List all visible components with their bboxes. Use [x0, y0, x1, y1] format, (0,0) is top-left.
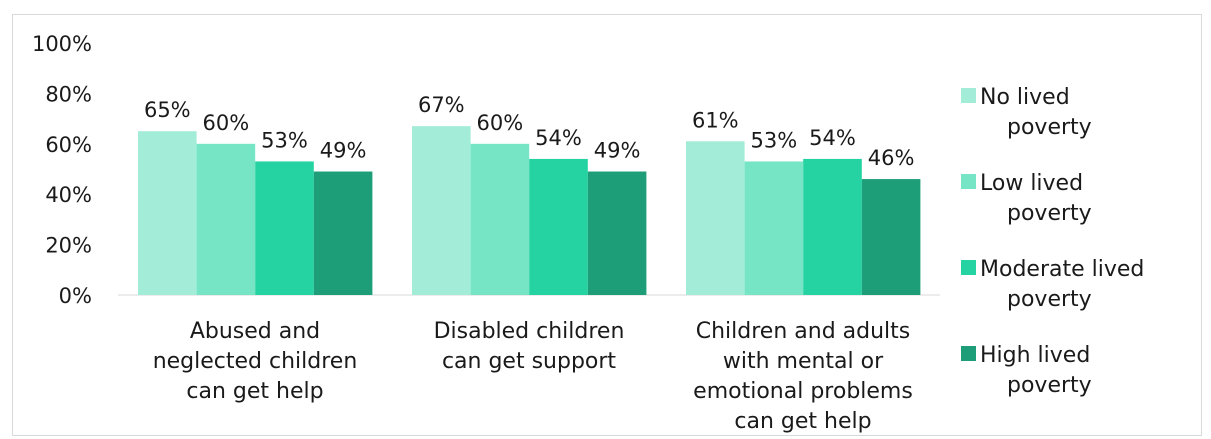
data-label: 53%: [261, 128, 308, 152]
data-label: 54%: [809, 126, 856, 150]
data-label: 65%: [144, 98, 191, 122]
bar: [313, 171, 373, 295]
bars: [138, 126, 921, 295]
data-labels: 65% 60% 53% 49% 67% 60% 54% 49% 61% 53% 54% 46%: [144, 93, 914, 170]
bar: [138, 131, 197, 295]
x-axis: Abused and neglected children can get help…: [153, 319, 913, 434]
data-label: 46%: [868, 146, 915, 170]
bar: [470, 143, 530, 295]
legend-label: Moderate lived poverty: [980, 257, 1144, 312]
y-axis: 0% 20% 40% 60% 80% 100%: [32, 32, 92, 308]
bar: [587, 171, 647, 295]
bar: [529, 158, 588, 295]
bar: [744, 161, 804, 295]
legend-label: Low lived poverty: [980, 171, 1092, 226]
data-label: 49%: [594, 139, 641, 163]
data-label: 61%: [692, 108, 739, 132]
data-label: 53%: [751, 128, 798, 152]
legend-swatch: [961, 260, 976, 275]
y-tick-label: 100%: [32, 32, 92, 56]
data-label: 60%: [477, 111, 524, 135]
x-tick-label: Disabled children can get support: [434, 319, 625, 374]
chart-frame: [12, 14, 1202, 436]
x-tick-label: Children and adults with mental or emotion…: [693, 319, 913, 434]
x-tick-label: Abused and neglected children can get help: [153, 319, 358, 404]
bar: [196, 143, 256, 295]
y-tick-label: 80%: [45, 82, 92, 106]
legend: No lived poverty Low lived poverty Moderate …: [961, 85, 1144, 398]
legend-swatch: [961, 88, 976, 103]
legend-label: No lived poverty: [980, 85, 1092, 140]
data-label: 49%: [320, 139, 367, 163]
y-tick-label: 60%: [45, 133, 92, 157]
data-label: 67%: [418, 93, 465, 117]
bar: [412, 126, 471, 295]
bar: [861, 179, 921, 295]
legend-label: High lived poverty: [980, 343, 1092, 398]
bar: [255, 161, 314, 295]
y-tick-label: 0%: [59, 284, 92, 308]
y-tick-label: 40%: [45, 183, 92, 207]
y-tick-label: 20%: [45, 234, 92, 258]
bar: [686, 141, 745, 295]
data-label: 60%: [203, 111, 250, 135]
legend-swatch: [961, 346, 976, 361]
legend-swatch: [961, 174, 976, 189]
bar: [803, 158, 862, 295]
data-label: 54%: [535, 126, 582, 150]
